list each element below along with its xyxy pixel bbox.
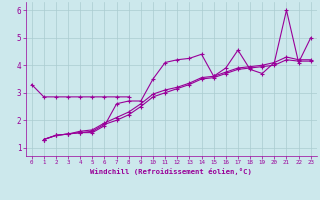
- X-axis label: Windchill (Refroidissement éolien,°C): Windchill (Refroidissement éolien,°C): [90, 168, 252, 175]
